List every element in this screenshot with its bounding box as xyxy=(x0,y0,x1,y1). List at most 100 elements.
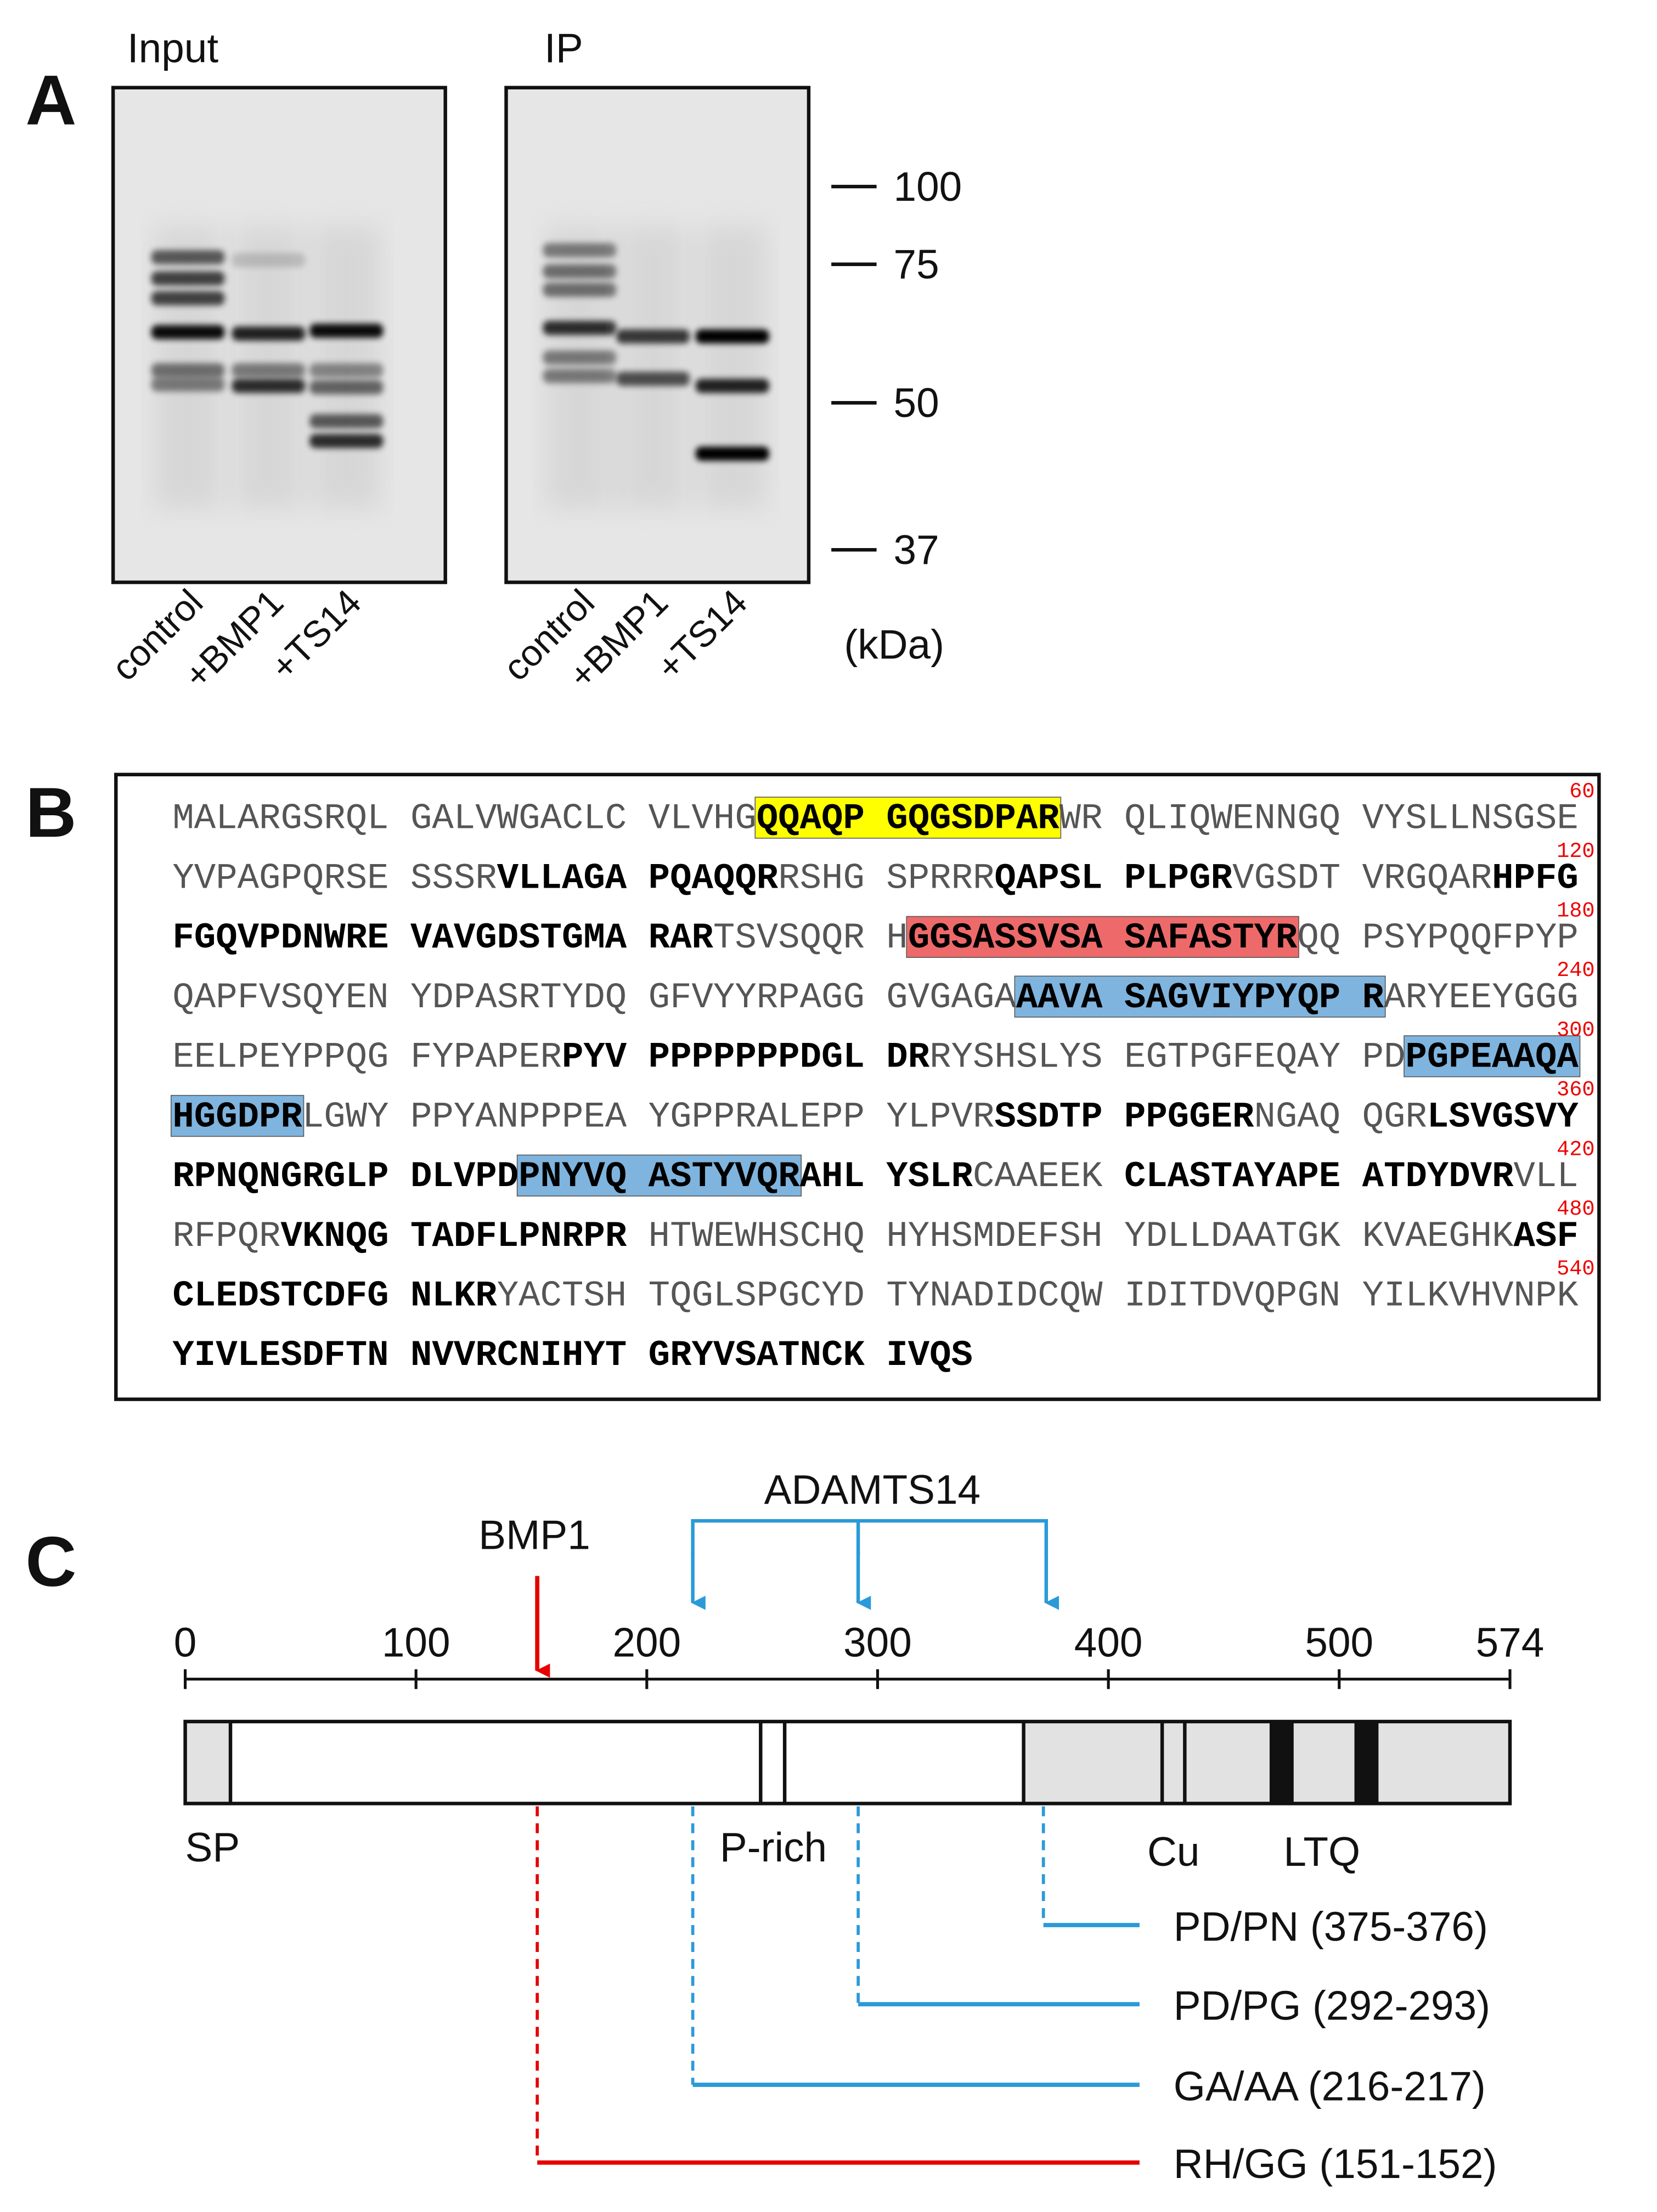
sequence-segment: PGPEAAQA xyxy=(1405,1037,1579,1078)
highlight xyxy=(754,797,1062,839)
band xyxy=(695,329,769,344)
sequence-segment: QAPSL PLPGR xyxy=(994,857,1232,899)
highlight xyxy=(1014,975,1386,1018)
ltq-block xyxy=(1269,1722,1294,1804)
band xyxy=(543,350,617,365)
sequence-segment: QQ PSYPQQFPYP xyxy=(1297,917,1578,958)
sequence-segment: QQAQP GQGSDPAR xyxy=(757,798,1059,839)
blot-title: IP xyxy=(544,25,583,71)
sequence-segment: ASF xyxy=(1514,1216,1579,1257)
band xyxy=(543,283,617,297)
axis-tick-label: 100 xyxy=(382,1619,450,1665)
marker-label: 37 xyxy=(894,527,939,573)
domain-sp xyxy=(185,1722,231,1804)
band xyxy=(309,363,384,377)
band xyxy=(151,363,225,377)
band xyxy=(543,320,617,335)
band xyxy=(695,379,769,393)
bracket xyxy=(691,1519,1049,1555)
sequence-line: RFPQRVKNQG TADFLPNRPR HTWEWHSCHQ HYHSMDE… xyxy=(172,1216,1578,1257)
band xyxy=(151,271,225,286)
residue-number: 180 xyxy=(1557,899,1595,923)
panel-label: B xyxy=(25,773,76,852)
gels: control+BMP1+TS14 control+BMP1+TS14100755… xyxy=(104,86,962,697)
band xyxy=(543,243,617,257)
axis-tick-label: 574 xyxy=(1476,1619,1545,1665)
domain-label: SP xyxy=(185,1824,240,1870)
axis-tick-label: 0 xyxy=(174,1619,197,1665)
band xyxy=(151,250,225,264)
sequence-line: FGQVPDNWRE VAVGDSTGMA RARTSVSQQR HGGSASS… xyxy=(172,917,1578,958)
site-label: RH/GG (151-152) xyxy=(1174,2141,1497,2187)
sequence-line: YVPAGPQRSE SSSRVLLAGA PQAQQRRSHG SPRRRQA… xyxy=(172,857,1578,899)
sequence: MALARGSRQL GALVWGACLC VLVHGQQAQP GQGSDPA… xyxy=(171,780,1595,1376)
site-label: PD/PN (375-376) xyxy=(1174,1903,1488,1949)
band xyxy=(616,329,690,344)
sequence-line: QAPFVSQYEN YDPASRTYDQ GFVYYRPAGG GVGAGAA… xyxy=(172,977,1578,1018)
band xyxy=(309,433,384,448)
sequence-segment: LGWY PPYANPPPEA YGPPRALEPP YLPVR xyxy=(302,1096,995,1137)
sequence-segment: VKNQG TADFLPNRPR xyxy=(280,1216,627,1257)
residue-number: 420 xyxy=(1557,1137,1595,1161)
sequence-line: RPNQNGRGLP DLVPDPNYVQ ASTYVQRAHL YSLRCAA… xyxy=(172,1156,1578,1197)
sequence-segment: NGAQ QGR xyxy=(1254,1096,1427,1137)
panel-label: A xyxy=(25,61,76,140)
sequence-segment: HTWEWHSCHQ HYHSMDEFSH YDLLDAATGK KVAEGHK xyxy=(627,1216,1514,1257)
band xyxy=(309,414,384,428)
panel-label: C xyxy=(25,1522,76,1601)
blot-title: Input xyxy=(127,25,218,71)
sequence-segment: AAVA SAGVIYPYQP R xyxy=(1016,977,1384,1018)
highlight xyxy=(906,916,1299,958)
sequence-segment: RFPQR xyxy=(172,1216,280,1257)
sequence-segment: MALARGSRQL GALVWGACLC VLVHG xyxy=(172,798,756,839)
band xyxy=(616,371,690,386)
protease-label: ADAMTS14 xyxy=(764,1466,981,1513)
sequence-segment: CLASTAYAPE ATDYDVR xyxy=(1124,1156,1514,1197)
sequence-segment: HPFG xyxy=(1492,857,1579,899)
sequence-segment: RPNQNGRGLP DLVPD xyxy=(172,1156,518,1197)
band xyxy=(309,380,384,394)
residue-number: 60 xyxy=(1569,780,1594,804)
sequence-segment: VLLAGA PQAQQR xyxy=(497,857,779,899)
lane-smear xyxy=(698,226,766,509)
sequence-line: CLEDSTCDFG NLKRYACTSH TQGLSPGCYD TYNADID… xyxy=(172,1276,1579,1317)
sequence-segment: LSVGSVY xyxy=(1427,1096,1579,1137)
sequence-segment: FGQVPDNWRE VAVGDSTGMA RAR xyxy=(172,917,713,958)
sequence-segment: QAPFVSQYEN YDPASRTYDQ GFVYYRPAGG GVGAGA xyxy=(172,977,1016,1018)
band xyxy=(543,369,617,383)
sequence-line: HGGDPRLGWY PPYANPPPEA YGPPRALEPP YLPVRSS… xyxy=(172,1096,1579,1137)
residue-number: 300 xyxy=(1557,1018,1595,1042)
sequence-segment: HGGDPR xyxy=(172,1096,302,1137)
residue-number: 240 xyxy=(1557,958,1595,983)
highlight xyxy=(171,1094,305,1137)
sequence-line: YIVLESDFTN NVVRCNIHYT GRYVSATNCK IVQS xyxy=(172,1335,973,1376)
sequence-segment: PNYVQ ASTYVQR xyxy=(518,1156,800,1197)
axis-tick-label: 500 xyxy=(1305,1619,1373,1665)
sequence-segment: YVPAGPQRSE SSSR xyxy=(172,857,497,899)
domain-label: P-rich xyxy=(720,1824,827,1870)
band xyxy=(232,379,306,393)
residue-number: 540 xyxy=(1557,1257,1595,1281)
sequence-segment: YIVLESDFTN NVVRCNIHYT GRYVSATNCK IVQS xyxy=(172,1335,973,1376)
sequence-segment: EELPEYPPQG FYPAPER xyxy=(172,1037,562,1078)
highlight xyxy=(1404,1035,1581,1077)
band xyxy=(309,323,384,338)
domain-label: Cu xyxy=(1147,1829,1200,1875)
sequence-segment: TSVSQQR H xyxy=(713,917,908,958)
residue-number: 480 xyxy=(1557,1197,1595,1221)
sequence-segment: RYSHSLYS EGTPGFEQAY PD xyxy=(929,1037,1405,1078)
band xyxy=(151,325,225,340)
sequence-line: EELPEYPPQG FYPAPERPYV PPPPPPPDGL DRRYSHS… xyxy=(172,1037,1579,1078)
sequence-box xyxy=(114,772,1601,1401)
sequence-segment: AHL YSLR xyxy=(800,1156,973,1197)
domain-label: LTQ xyxy=(1283,1829,1360,1875)
protease-label: BMP1 xyxy=(478,1512,590,1558)
highlight xyxy=(516,1154,802,1197)
sequence-segment: CAAEEK xyxy=(973,1156,1124,1197)
site-label: GA/AA (216-217) xyxy=(1174,2063,1486,2109)
band xyxy=(151,377,225,392)
sequence-segment: CLEDSTCDFG NLKR xyxy=(172,1276,497,1317)
domain-diagram: 0 100 200 300 400 500 574 SP P-rich Cu LTQ BMP1 ADAM… xyxy=(174,1466,1545,2187)
sequence-line: MALARGSRQL GALVWGACLC VLVHGQQAQP GQGSDPA… xyxy=(172,798,1578,839)
band xyxy=(232,253,306,267)
